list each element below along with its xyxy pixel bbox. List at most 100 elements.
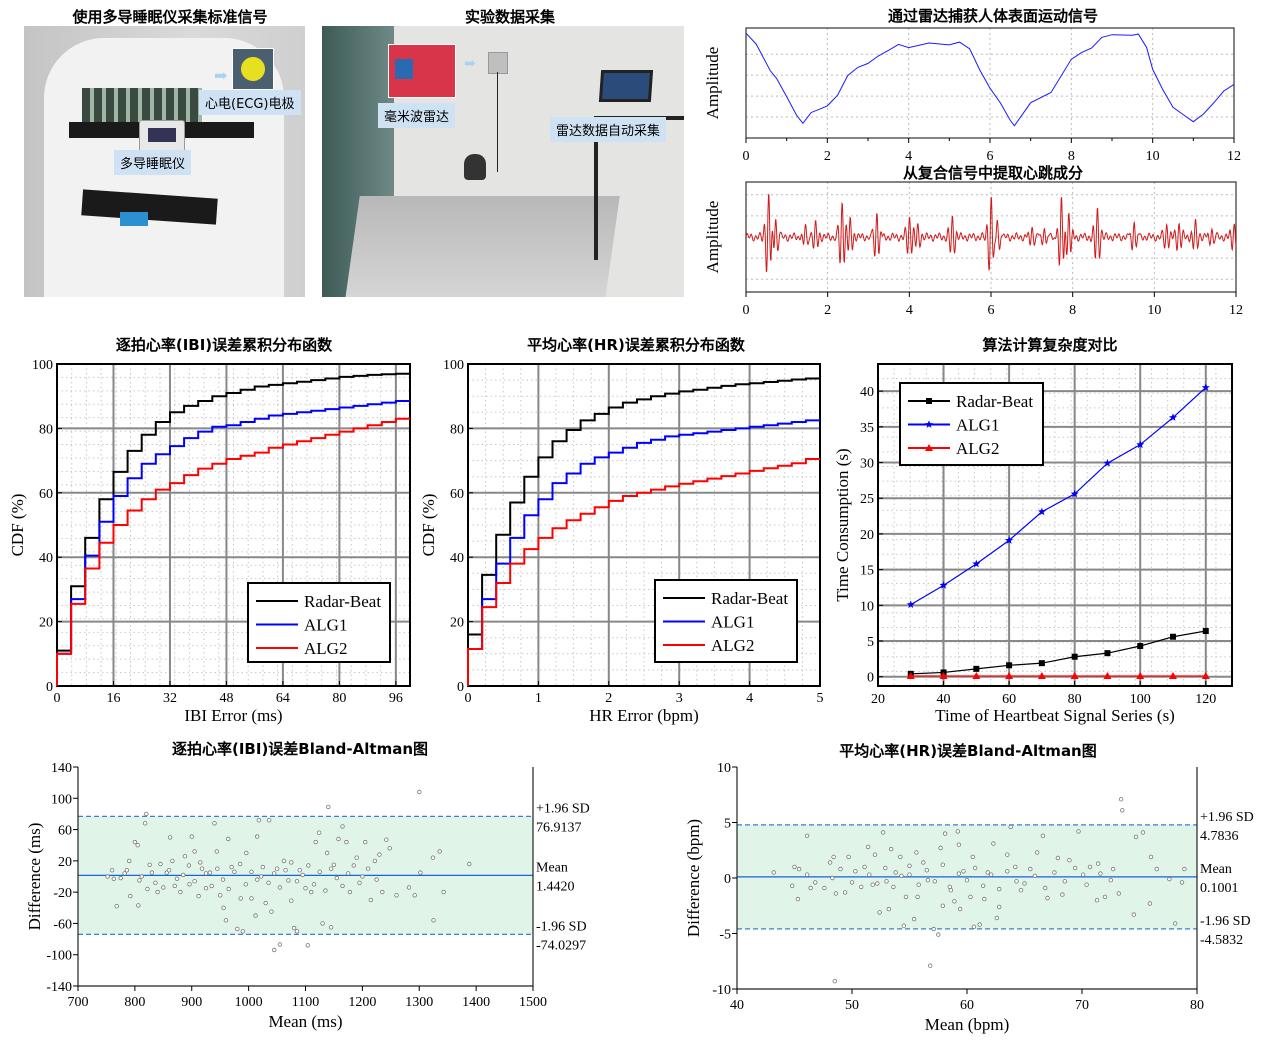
x-tick-label: 0: [465, 691, 472, 706]
data-point: [982, 896, 987, 902]
x-tick-label: 700: [68, 995, 89, 1010]
data-point: [237, 861, 243, 867]
y-tick-label: 0: [724, 872, 731, 887]
x-tick-label: 1: [535, 691, 542, 706]
data-point: [368, 897, 374, 903]
data-point: [351, 863, 356, 868]
star-marker: [1103, 459, 1112, 467]
data-point: [988, 872, 994, 877]
y-tick-label: 80: [39, 422, 53, 437]
lower-limit-label: -1.96 SD: [536, 919, 587, 934]
lower-limit-value: -74.0297: [536, 938, 586, 953]
data-point: [956, 871, 962, 876]
data-point: [831, 854, 836, 860]
data-point: [158, 861, 163, 867]
photo-title-experiment: 实验数据采集: [464, 8, 556, 26]
data-point: [1147, 901, 1153, 906]
data-point: [317, 869, 322, 874]
data-point: [437, 849, 442, 854]
data-point: [907, 863, 912, 868]
data-point: [1005, 852, 1010, 857]
data-point: [1095, 861, 1101, 866]
data-point: [326, 804, 331, 810]
data-point: [277, 885, 283, 890]
y-axis-label: CDF (%): [419, 494, 438, 557]
x-tick-label: 8: [1069, 303, 1076, 318]
data-point: [1062, 879, 1067, 884]
y-tick-label: 0: [46, 680, 53, 695]
photo-polysomnography: ➡ 心电(ECG)电极 多导睡眠仪: [24, 26, 305, 297]
data-point: [1080, 872, 1086, 877]
data-point: [170, 858, 175, 864]
data-point: [417, 789, 422, 795]
triangle-marker: [1037, 672, 1046, 680]
radar-signal-line: [745, 32, 1235, 127]
x-tick-label: 120: [1195, 692, 1216, 707]
y-axis-label: CDF (%): [8, 494, 27, 557]
x-axis-label: Mean (bpm): [925, 1015, 1010, 1034]
auto-collection-label: 雷达数据自动采集: [550, 117, 667, 142]
data-point: [220, 877, 226, 882]
data-point: [915, 894, 920, 900]
data-point: [441, 889, 446, 895]
data-point: [258, 874, 264, 879]
data-point: [865, 844, 871, 850]
data-point: [363, 839, 368, 845]
data-point: [431, 918, 436, 923]
data-point: [1140, 830, 1146, 835]
data-point: [300, 872, 305, 878]
data-point: [924, 868, 929, 873]
y-tick-label: 140: [51, 761, 72, 776]
data-point: [269, 909, 274, 914]
y-tick-label: 5: [867, 635, 874, 650]
data-point: [980, 883, 986, 888]
data-point: [1018, 888, 1024, 893]
mmwave-radar-label: 毫米波雷达: [378, 103, 456, 128]
data-point: [997, 886, 1002, 892]
x-tick-label: 10: [1147, 303, 1161, 318]
data-point: [955, 829, 960, 834]
hr-cdf-legend: Radar-Beat ALG1 ALG2: [654, 579, 798, 663]
x-tick-label: 80: [1068, 692, 1082, 707]
data-point: [136, 903, 141, 908]
x-tick-label: 6: [987, 149, 994, 164]
data-point: [877, 910, 882, 915]
data-point: [1084, 882, 1089, 887]
data-point: [961, 869, 966, 874]
y-axis-label: Time Consumption (s): [833, 448, 852, 601]
x-tick-label: 60: [1002, 692, 1016, 707]
data-point: [214, 849, 219, 854]
x-axis-label: Mean (ms): [268, 1012, 342, 1031]
data-point: [167, 835, 173, 840]
data-point: [893, 870, 898, 875]
y-axis-label: Difference (ms): [25, 823, 44, 931]
data-point: [790, 883, 795, 888]
data-point: [229, 864, 234, 870]
square-marker: [926, 398, 932, 404]
data-point: [1120, 808, 1125, 813]
data-point: [324, 850, 330, 856]
data-point: [1182, 866, 1187, 872]
legend-label-radar-beat: Radar-Beat: [304, 592, 381, 611]
data-point: [178, 889, 183, 895]
data-point: [1034, 850, 1040, 855]
y-tick-label: 20: [860, 528, 874, 543]
data-point: [266, 880, 271, 885]
data-point: [354, 855, 359, 860]
ibi-cdf-plot: [56, 363, 411, 687]
star-marker: [1070, 489, 1079, 498]
y-axis-label: Amplitude: [703, 47, 722, 120]
data-point: [985, 870, 990, 875]
plot-frame: [467, 363, 821, 687]
x-tick-label: 80: [1190, 998, 1204, 1013]
x-axis-label: IBI Error (ms): [184, 706, 282, 725]
data-point: [911, 916, 917, 922]
data-point: [936, 932, 941, 937]
data-point: [203, 871, 209, 876]
ibi-bland-altman-plot: [73, 766, 534, 991]
data-point: [142, 821, 148, 826]
data-point: [875, 881, 880, 886]
y-tick-label: 30: [860, 457, 874, 472]
data-point: [867, 872, 872, 877]
data-point: [249, 869, 254, 874]
